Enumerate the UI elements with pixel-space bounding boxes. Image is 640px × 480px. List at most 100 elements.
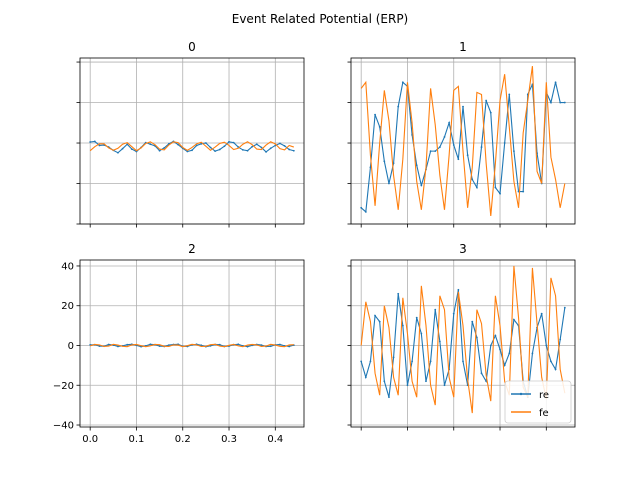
legend: re fe	[504, 380, 572, 424]
y-tick-label: 40	[61, 261, 74, 272]
data-point-re	[251, 145, 254, 148]
data-point-re	[288, 345, 291, 348]
subplot-title: 3	[459, 242, 467, 256]
data-point-re	[218, 148, 221, 151]
data-point-re	[503, 364, 506, 367]
data-point-re	[434, 150, 437, 153]
data-point-re	[378, 125, 381, 128]
data-point-re	[209, 146, 212, 149]
data-point-re	[98, 144, 101, 147]
legend-label-fe: fe	[539, 408, 549, 419]
data-point-re	[265, 151, 267, 153]
data-point-re	[163, 146, 166, 149]
data-point-re	[425, 380, 427, 383]
y-tick-label: 20	[61, 301, 74, 312]
y-tick-label: −20	[53, 381, 74, 392]
data-point-re	[374, 113, 376, 116]
data-point-re	[360, 360, 363, 363]
data-point-re	[471, 178, 474, 181]
data-point-re	[429, 360, 432, 363]
subplot-title: 0	[188, 40, 196, 54]
y-tick-label: 0	[68, 341, 74, 352]
data-point-re	[540, 312, 543, 315]
data-point-re	[489, 111, 492, 114]
data-point-re	[388, 396, 390, 399]
data-point-re	[260, 344, 263, 346]
data-point-re	[443, 136, 446, 138]
data-point-re	[369, 360, 372, 363]
data-point-re	[158, 345, 161, 347]
data-point-re	[420, 332, 423, 335]
data-point-re	[237, 343, 240, 346]
data-point-re	[448, 121, 451, 124]
data-point-re	[117, 345, 119, 348]
data-point-re	[383, 380, 386, 383]
data-point-re	[480, 146, 483, 148]
data-point-re	[563, 306, 566, 309]
data-point-re	[522, 190, 525, 193]
axes-frame	[350, 259, 576, 428]
data-point-re	[191, 149, 193, 152]
data-point-re	[415, 164, 418, 167]
data-point-re	[563, 101, 566, 104]
subplot-1: 1	[347, 40, 576, 228]
data-point-re	[200, 142, 203, 145]
data-point-re	[383, 160, 386, 163]
data-point-re	[149, 343, 152, 346]
data-point-re	[177, 143, 180, 146]
data-point-re	[218, 343, 221, 346]
data-point-re	[508, 93, 511, 96]
data-point-re	[255, 143, 258, 146]
data-point-re	[508, 352, 511, 355]
data-point-re	[288, 148, 291, 151]
data-point-re	[204, 142, 207, 144]
y-tick-label: −40	[53, 421, 74, 432]
data-point-re	[513, 150, 515, 153]
data-point-re	[89, 141, 92, 143]
subplot-title: 1	[459, 40, 467, 54]
data-point-re	[126, 343, 129, 346]
data-point-re	[209, 344, 212, 347]
data-point-re	[554, 368, 557, 371]
data-point-re	[279, 142, 281, 145]
data-point-re	[93, 140, 96, 143]
data-point-re	[279, 343, 281, 346]
data-point-re	[559, 338, 562, 341]
data-point-re	[559, 101, 562, 104]
data-point-re	[531, 352, 534, 355]
data-point-re	[107, 343, 110, 346]
data-point-re	[494, 186, 497, 189]
data-point-re	[117, 151, 119, 154]
data-point-re	[246, 149, 249, 152]
data-point-re	[429, 150, 432, 153]
legend-marker-re	[519, 392, 523, 396]
data-point-re	[228, 140, 230, 143]
data-point-re	[232, 141, 235, 144]
x-tick-label: 0.3	[221, 434, 237, 445]
data-point-re	[130, 148, 133, 151]
data-point-re	[485, 99, 488, 102]
data-point-re	[471, 320, 474, 323]
subplot-2: 2 0.0 0.1 0.2 0.3 0.4 −40 −20 0 20 40	[53, 242, 305, 445]
legend-box	[504, 380, 572, 424]
data-point-re	[499, 348, 501, 351]
data-point-re	[489, 344, 492, 347]
data-point-re	[360, 206, 363, 209]
data-point-re	[364, 210, 367, 213]
x-tick-label: 0.0	[82, 434, 98, 445]
subplot-3: 3 re fe	[347, 242, 576, 431]
data-point-re	[434, 308, 437, 311]
data-point-re	[466, 154, 469, 157]
series-line-fe	[90, 343, 294, 348]
data-point-re	[494, 334, 497, 337]
data-point-re	[246, 345, 249, 348]
data-point-re	[223, 145, 226, 148]
data-point-re	[475, 186, 478, 189]
subplot-grid: 0 1 2 0.0 0.1 0.2 0.3 0.4 −40 −20 0 20 40 3 re fe	[53, 40, 576, 445]
data-point-re	[369, 166, 372, 169]
data-point-re	[401, 324, 404, 327]
figure-title: Event Related Potential (ERP)	[232, 12, 408, 26]
data-point-re	[411, 360, 413, 363]
data-point-re	[158, 149, 161, 152]
data-point-re	[283, 144, 286, 147]
